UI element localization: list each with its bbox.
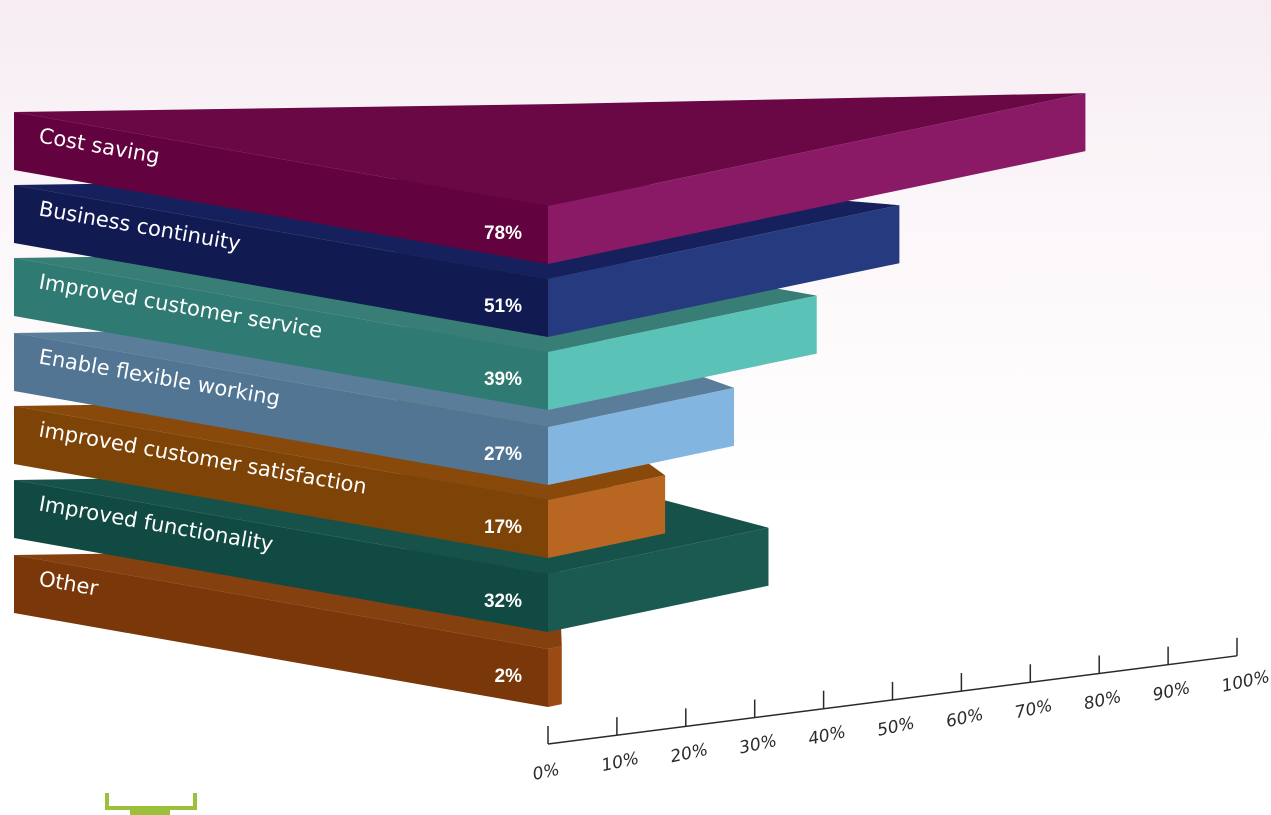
x-tick-label-1: 10% bbox=[600, 749, 641, 776]
bar-side-business-continuity bbox=[548, 205, 900, 337]
bar-side-enable-flexible-working bbox=[548, 387, 735, 485]
bar-side-improved-customer-service bbox=[548, 295, 817, 410]
bar-front-cost-saving bbox=[14, 112, 548, 265]
bracket-tab bbox=[130, 806, 170, 815]
bracket-decoration bbox=[105, 793, 197, 810]
bar-front-other bbox=[14, 555, 548, 707]
value-label-enable-flexible-working: 27% bbox=[484, 444, 522, 465]
bar-front-improved-customer-service bbox=[14, 258, 548, 410]
x-tick-label-6: 60% bbox=[944, 705, 985, 732]
bar-side-improved-functionality bbox=[548, 527, 769, 632]
bar-front-enable-flexible-working bbox=[14, 333, 548, 485]
value-label-other: 2% bbox=[495, 666, 523, 687]
value-label-improved-customer-satisfaction: 17% bbox=[484, 517, 522, 538]
x-tick-label-10: 100% bbox=[1220, 667, 1271, 697]
x-tick-label-7: 70% bbox=[1013, 696, 1054, 723]
bar-side-other bbox=[548, 646, 562, 707]
x-tick-label-3: 30% bbox=[738, 731, 779, 758]
bar-front-improved-customer-satisfaction bbox=[14, 406, 548, 558]
bar-front-improved-functionality bbox=[14, 480, 548, 632]
x-tick-label-2: 20% bbox=[669, 740, 710, 767]
bar-top-cost-saving bbox=[14, 93, 1086, 206]
bar-side-improved-customer-satisfaction bbox=[548, 475, 666, 558]
value-label-improved-functionality: 32% bbox=[484, 591, 522, 612]
x-tick-label-4: 40% bbox=[806, 722, 847, 749]
x-tick-label-5: 50% bbox=[875, 713, 916, 740]
x-axis: 0% 10% 20% 30% 40% 50% 60% 70% 80% 90% 100% bbox=[531, 637, 1271, 785]
x-tick-label-9: 90% bbox=[1151, 678, 1192, 705]
decoration bbox=[105, 793, 197, 815]
bar-front-business-continuity bbox=[14, 185, 548, 337]
value-label-business-continuity: 51% bbox=[484, 296, 522, 317]
value-label-improved-customer-service: 39% bbox=[484, 369, 522, 390]
value-label-cost-saving: 78% bbox=[484, 223, 522, 244]
bar-side-cost-saving bbox=[548, 93, 1086, 264]
x-tick-label-8: 80% bbox=[1082, 687, 1123, 714]
x-tick-label-0: 0% bbox=[531, 760, 562, 785]
